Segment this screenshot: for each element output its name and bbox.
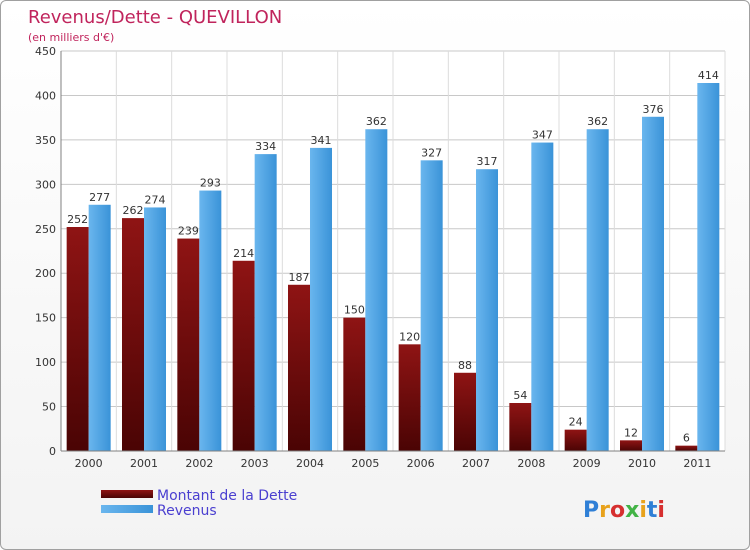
- x-tick-label: 2000: [75, 457, 103, 470]
- logo-letter: x: [625, 498, 639, 523]
- dette-bar: [66, 227, 89, 451]
- revenus-bar: [88, 204, 111, 451]
- x-tick-label: 2008: [517, 457, 545, 470]
- dette-bar: [343, 317, 366, 451]
- y-tick-label: 250: [35, 223, 56, 236]
- y-tick-label: 50: [42, 401, 56, 414]
- data-label: 24: [569, 416, 583, 429]
- revenus-bar: [586, 129, 609, 451]
- data-label: 187: [289, 271, 310, 284]
- dette-bar: [509, 403, 532, 451]
- legend: Montant de la Dette Revenus: [101, 488, 297, 519]
- data-label: 12: [624, 426, 638, 439]
- data-label: 120: [399, 330, 420, 343]
- legend-label-revenus: Revenus: [157, 503, 217, 519]
- legend-item-revenus: Revenus: [101, 503, 217, 519]
- revenus-bar: [420, 160, 443, 452]
- data-label: 376: [643, 103, 664, 116]
- x-tick-label: 2003: [241, 457, 269, 470]
- x-tick-label: 2007: [462, 457, 490, 470]
- y-tick-label: 300: [35, 178, 56, 191]
- proxiti-logo: Proxiti: [583, 498, 665, 523]
- legend-swatch-dette: [101, 490, 153, 498]
- revenus-bar: [199, 190, 222, 452]
- data-label: 362: [366, 115, 387, 128]
- revenus-bar: [476, 169, 498, 451]
- revenus-bar: [310, 147, 332, 451]
- x-tick-label: 2010: [628, 457, 656, 470]
- data-label: 150: [344, 304, 365, 317]
- y-tick-label: 450: [35, 45, 56, 58]
- y-tick-label: 0: [49, 445, 56, 458]
- logo-letter: i: [657, 498, 665, 523]
- x-tick-label: 2005: [351, 457, 379, 470]
- data-label: 274: [145, 193, 166, 206]
- revenus-bar: [642, 116, 664, 452]
- x-tick-label: 2006: [407, 457, 435, 470]
- dette-bar: [177, 238, 200, 451]
- revenus-bar: [531, 142, 554, 452]
- y-tick-label: 350: [35, 134, 56, 147]
- chart-title: Revenus/Dette - QUEVILLON: [28, 7, 282, 28]
- data-label: 341: [311, 134, 332, 147]
- y-tick-label: 400: [35, 89, 56, 102]
- legend-swatch-revenus: [101, 505, 153, 513]
- data-label: 414: [698, 69, 719, 82]
- revenus-bar: [254, 154, 277, 451]
- grid-layer: [60, 50, 726, 452]
- dette-bar: [564, 429, 587, 451]
- data-label: 327: [421, 146, 442, 159]
- data-label: 347: [532, 129, 553, 142]
- data-label: 214: [233, 247, 254, 260]
- data-label: 88: [458, 359, 472, 372]
- x-tick-label: 2001: [130, 457, 158, 470]
- y-tick-label: 100: [35, 356, 56, 369]
- data-label: 239: [178, 225, 199, 238]
- logo-letter: r: [599, 498, 610, 523]
- dette-bar: [454, 372, 476, 451]
- y-tick-label: 150: [35, 312, 56, 325]
- logo-letter: P: [583, 498, 599, 523]
- x-tick-label: 2002: [185, 457, 213, 470]
- bars-layer: [66, 83, 720, 452]
- data-label: 293: [200, 177, 221, 190]
- x-tick-label: 2009: [573, 457, 601, 470]
- y-axis: 0 50 100 150 200 250 300 350 400 450: [35, 45, 62, 458]
- data-label: 277: [89, 191, 110, 204]
- revenus-bar: [365, 129, 388, 451]
- dette-bar: [288, 284, 310, 451]
- data-label: 6: [683, 432, 690, 445]
- logo-letter: o: [610, 498, 625, 523]
- revenus-bar: [144, 207, 166, 451]
- data-label: 362: [587, 115, 608, 128]
- legend-item-dette: Montant de la Dette: [101, 488, 297, 504]
- dette-bar: [232, 260, 255, 451]
- dette-bar: [398, 344, 421, 451]
- x-tick-label: 2004: [296, 457, 324, 470]
- data-label: 262: [123, 204, 144, 217]
- data-label: 252: [67, 213, 88, 226]
- dette-bar: [675, 445, 698, 451]
- logo-letter: i: [639, 498, 647, 523]
- x-axis: 2000 2001 2002 2003 2004 2005 2006 2007 2008 2009…: [61, 450, 725, 470]
- data-label: 54: [513, 389, 527, 402]
- legend-label-dette: Montant de la Dette: [157, 488, 297, 504]
- x-tick-label: 2011: [683, 457, 711, 470]
- revenus-bar: [697, 83, 720, 451]
- data-label: 334: [255, 140, 276, 153]
- chart-subtitle: (en milliers d'€): [28, 31, 114, 44]
- dette-bar: [122, 218, 144, 451]
- data-label: 317: [477, 155, 498, 168]
- y-tick-label: 200: [35, 267, 56, 280]
- dette-bar: [620, 440, 642, 451]
- logo-letter: t: [647, 498, 658, 523]
